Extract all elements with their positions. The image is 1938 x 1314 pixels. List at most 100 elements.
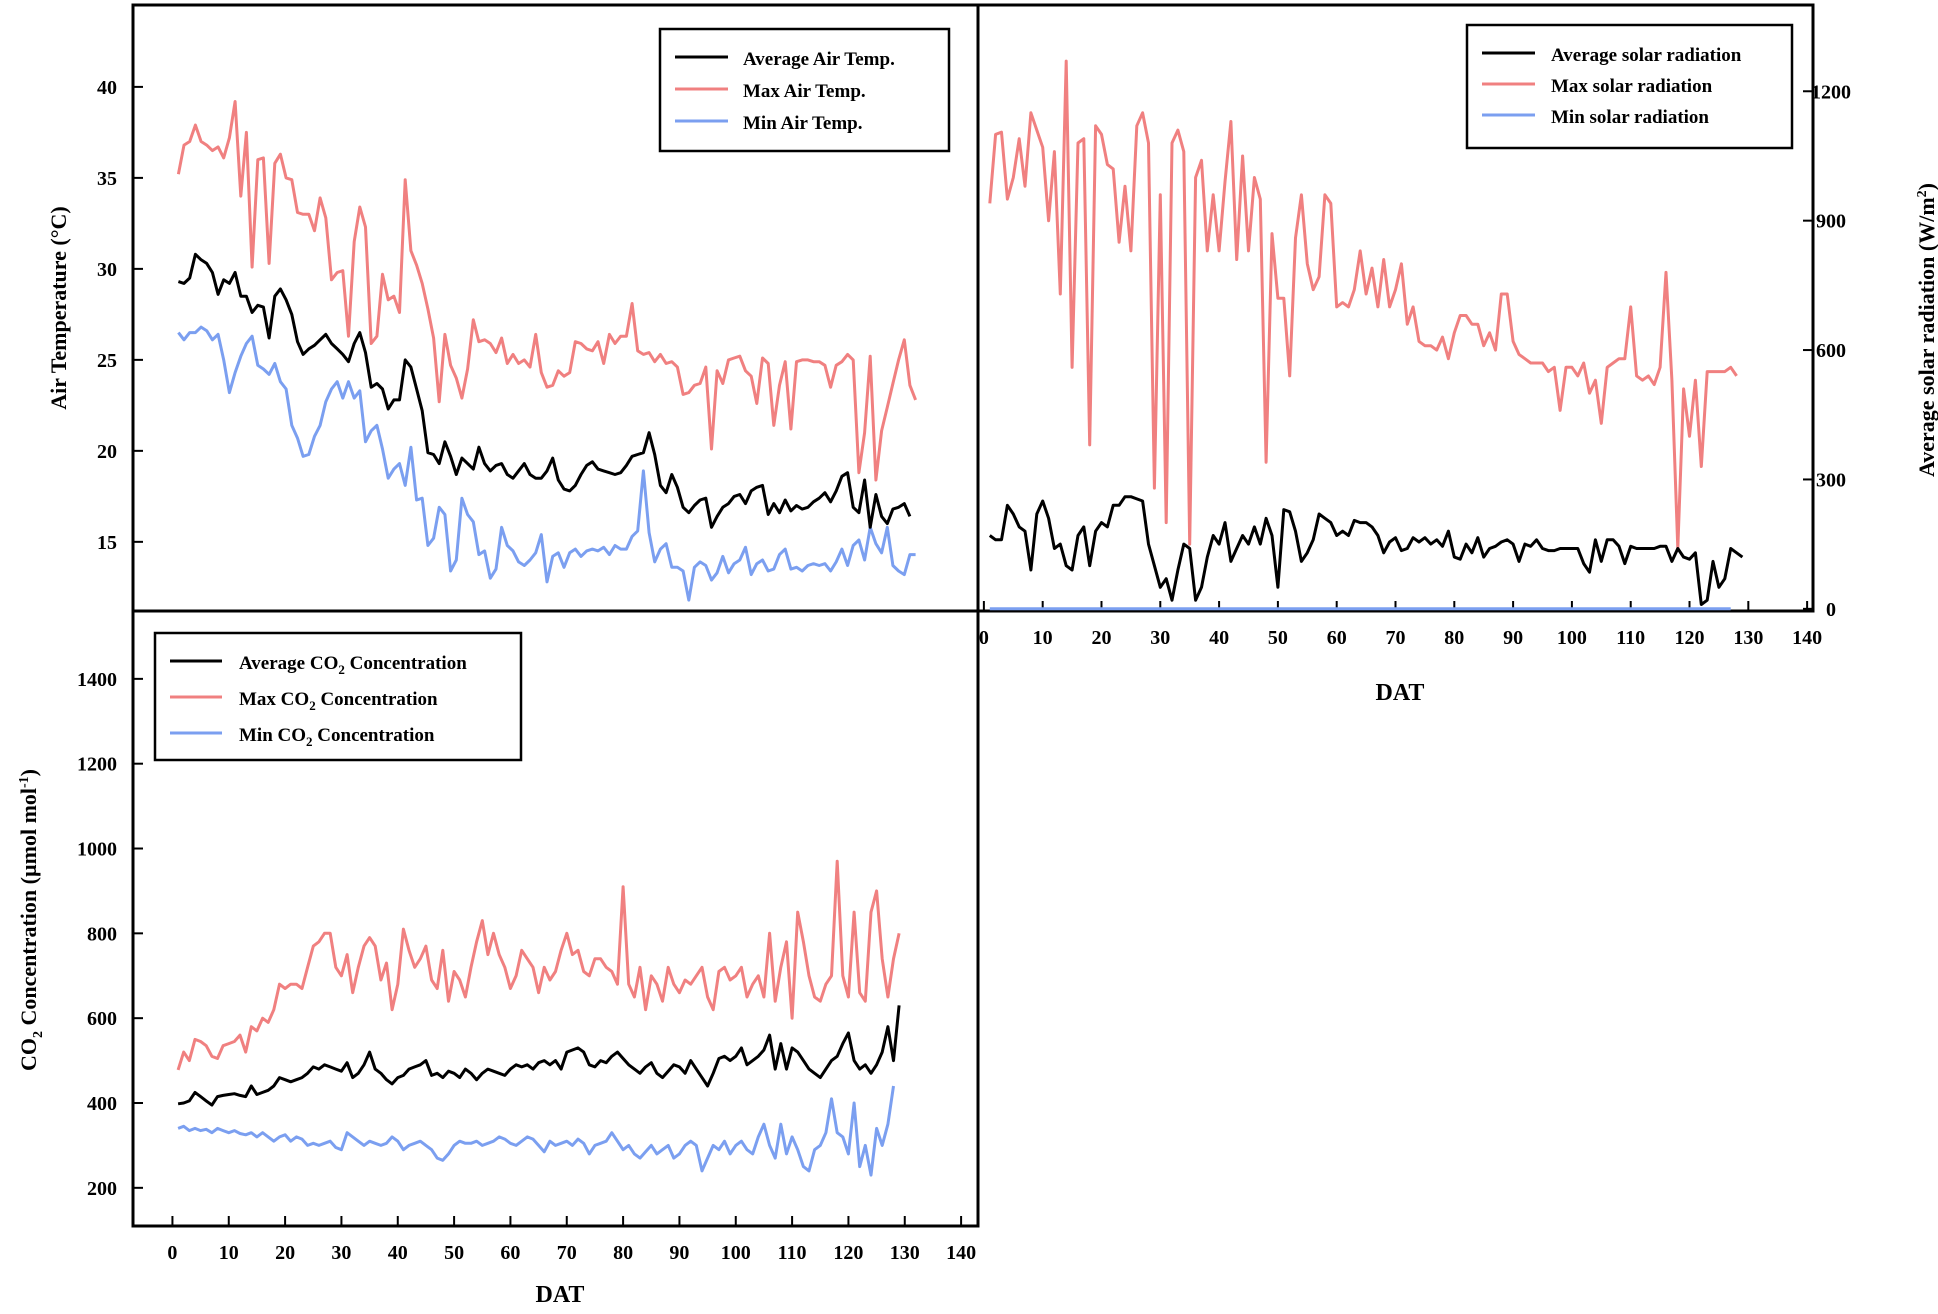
- co2-x-tick-label: 100: [721, 1242, 751, 1264]
- co2-series-average-co2-concentration: [177, 1005, 901, 1107]
- solar-x-tick-label: 60: [1327, 627, 1347, 649]
- solar-series-max-solar-radiation: [988, 59, 1738, 550]
- legend-label-average-solar: Average solar radiation: [1551, 45, 1742, 66]
- co2-x-tick-label: 70: [557, 1242, 577, 1264]
- co2-chart-frame: [131, 609, 980, 1228]
- legend-label-max-co2: Max CO2 Concentration: [239, 689, 438, 713]
- co2-x-tick-label: 50: [444, 1242, 464, 1264]
- co2-x-tick-label: 110: [778, 1242, 807, 1264]
- co2-x-tick-label: 80: [613, 1242, 633, 1264]
- co2-x-tick-label: 30: [331, 1242, 351, 1264]
- air-temperature-chart: 15 20 25 30 35 40 Air Temperature (°C) Averag…: [46, 3, 980, 613]
- solar-x-axis: 0 10 20 30 40 50 60 70 80 90 100 110 120 130 140: [979, 601, 1822, 649]
- solar-x-tick-label: 10: [1033, 627, 1053, 649]
- legend-max-co2-main: Max CO: [239, 689, 309, 710]
- co2-x-tick-label: 120: [833, 1242, 863, 1264]
- co2-x-tick-label: 90: [669, 1242, 689, 1264]
- solar-x-tick-label: 30: [1150, 627, 1170, 649]
- legend-average-co2-tail: Concentration: [345, 653, 467, 674]
- legend-label-max-solar: Max solar radiation: [1551, 76, 1713, 97]
- air-legend: Average Air Temp. Max Air Temp. Min Air …: [658, 27, 951, 153]
- solar-legend-box: [1465, 23, 1794, 150]
- solar-x-tick-label: 110: [1616, 627, 1645, 649]
- legend-min-co2-sub: 2: [306, 734, 313, 749]
- co2-y-axis-label: CO2 Concentration (µmol mol-1): [16, 769, 46, 1071]
- solar-y-tick-label: 1200: [1811, 81, 1851, 103]
- legend-label-average-co2: Average CO2 Concentration: [239, 653, 467, 677]
- co2-x-tick-label: 20: [275, 1242, 295, 1264]
- solar-y-tick-label: 600: [1816, 340, 1846, 362]
- co2-series-group: [176, 859, 901, 1177]
- solar-x-tick-label: 80: [1444, 627, 1464, 649]
- air-y-tick-label: 25: [97, 350, 117, 372]
- co2-y-label-sub: 2: [31, 1031, 46, 1038]
- solar-x-tick-label: 0: [979, 627, 989, 649]
- legend-label-min-solar: Min solar radiation: [1551, 107, 1709, 128]
- co2-y-label-end: ): [16, 769, 41, 776]
- air-y-axis-label: Air Temperature (°C): [46, 206, 71, 410]
- solar-y-tick-label: 900: [1816, 211, 1846, 233]
- air-y-tick-label: 15: [97, 532, 117, 554]
- legend-label-average-air-temp: Average Air Temp.: [743, 49, 895, 70]
- air-y-tick-label: 30: [97, 259, 117, 281]
- co2-x-tick-label: 40: [388, 1242, 408, 1264]
- solar-series-group: [988, 59, 1744, 611]
- solar-x-axis-label: DAT: [1376, 680, 1425, 706]
- solar-y-label-sup: 2: [1915, 190, 1930, 197]
- solar-x-tick-label: 100: [1557, 627, 1587, 649]
- air-y-tick-label: 35: [97, 168, 117, 190]
- legend-min-co2-tail: Concentration: [313, 725, 435, 746]
- legend-max-co2-tail: Concentration: [316, 689, 438, 710]
- air-series-min-air-temp: [177, 325, 916, 602]
- air-y-axis: 15 20 25 30 35 40: [97, 77, 143, 554]
- air-series-max-air-temp: [176, 100, 917, 482]
- co2-series-max-co2-concentration: [176, 859, 901, 1071]
- co2-legend: Average CO2 Concentration Max CO2 Concen…: [153, 631, 523, 762]
- co2-y-tick-label: 1200: [77, 754, 117, 776]
- co2-concentration-chart: 200 400 600 800 1000 1200 1400 0 10 20 30 40 50 60 70…: [16, 609, 980, 1308]
- air-series-average-air-temp: [177, 252, 912, 529]
- co2-y-label-sup: -1: [17, 776, 32, 788]
- solar-x-tick-label: 40: [1209, 627, 1229, 649]
- legend-label-min-co2: Min CO2 Concentration: [239, 725, 435, 749]
- co2-y-label-main: CO: [16, 1038, 41, 1071]
- co2-y-label-tail: Concentration (µmol mol: [16, 788, 41, 1031]
- co2-x-axis: 0 10 20 30 40 50 60 70 80 90 100 110 120 130 140: [167, 1216, 976, 1264]
- co2-x-axis-label: DAT: [536, 1282, 585, 1308]
- solar-x-tick-label: 120: [1675, 627, 1705, 649]
- solar-x-tick-label: 70: [1386, 627, 1406, 649]
- solar-series-average-solar-radiation: [988, 495, 1744, 606]
- legend-average-co2-main: Average CO: [239, 653, 338, 674]
- legend-label-min-air-temp: Min Air Temp.: [743, 113, 862, 134]
- solar-legend: Average solar radiation Max solar radiat…: [1465, 23, 1794, 150]
- solar-radiation-chart: 0 300 600 900 1200 0 10 20 30 40 50 60 70 80 90 100 110…: [976, 3, 1938, 706]
- solar-x-tick-label: 20: [1091, 627, 1111, 649]
- solar-x-tick-label: 90: [1503, 627, 1523, 649]
- air-y-tick-label: 40: [97, 77, 117, 99]
- co2-series-min-co2-concentration: [177, 1085, 895, 1177]
- solar-y-tick-label: 300: [1816, 469, 1846, 491]
- co2-x-tick-label: 60: [500, 1242, 520, 1264]
- legend-min-co2-main: Min CO: [239, 725, 306, 746]
- co2-x-tick-label: 10: [219, 1242, 239, 1264]
- co2-y-tick-label: 400: [87, 1093, 117, 1115]
- co2-y-axis: 200 400 600 800 1000 1200 1400: [77, 669, 143, 1200]
- air-series-group: [176, 100, 917, 602]
- legend-max-co2-sub: 2: [309, 698, 316, 713]
- legend-label-max-air-temp: Max Air Temp.: [743, 81, 866, 102]
- co2-x-tick-label: 140: [946, 1242, 976, 1264]
- solar-x-tick-label: 130: [1733, 627, 1763, 649]
- solar-y-label-tail: ): [1914, 183, 1938, 190]
- solar-x-tick-label: 50: [1268, 627, 1288, 649]
- solar-y-tick-label: 0: [1826, 599, 1836, 621]
- air-y-tick-label: 20: [97, 441, 117, 463]
- co2-y-tick-label: 600: [87, 1008, 117, 1030]
- co2-y-tick-label: 800: [87, 923, 117, 945]
- co2-y-tick-label: 1000: [77, 839, 117, 861]
- co2-y-tick-label: 1400: [77, 669, 117, 691]
- legend-average-co2-sub: 2: [338, 662, 345, 677]
- solar-x-tick-label: 140: [1792, 627, 1822, 649]
- co2-x-tick-label: 0: [167, 1242, 177, 1264]
